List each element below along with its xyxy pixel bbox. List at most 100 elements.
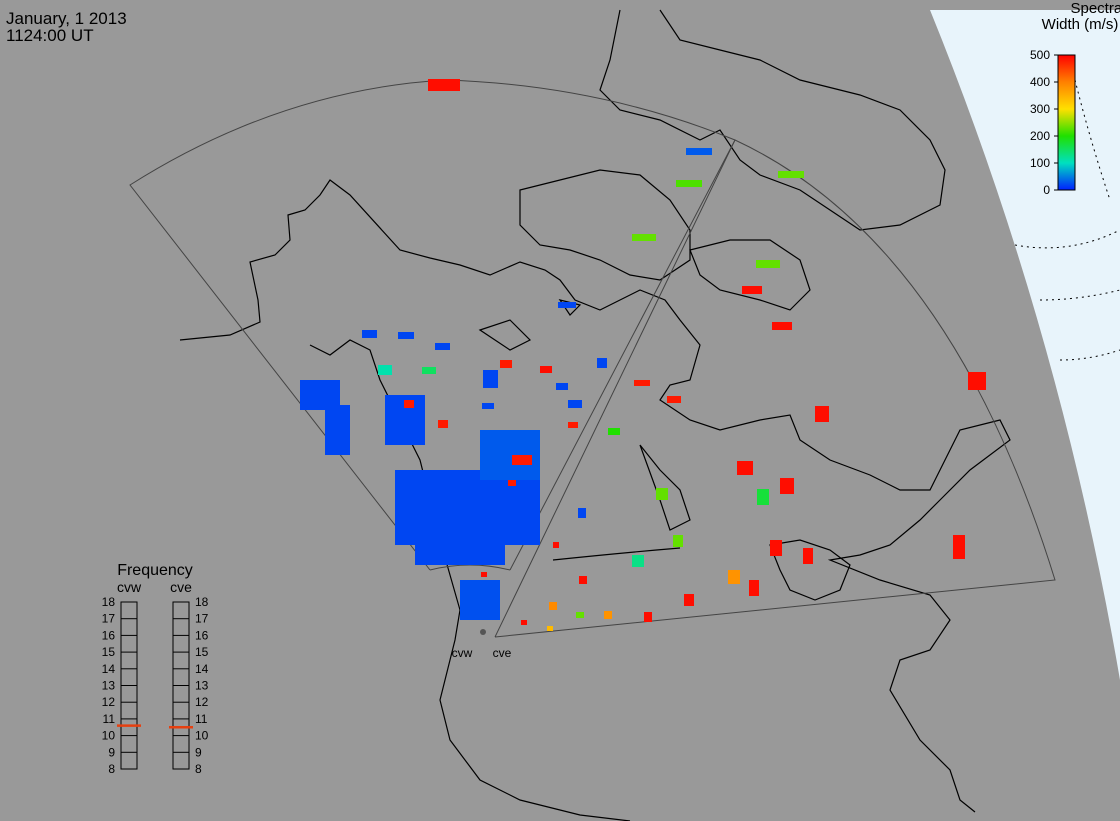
date: January, 1 2013 (6, 9, 127, 28)
frequency-tick-label: 10 (195, 729, 209, 743)
echo-cell (404, 400, 414, 408)
colorbar-tick-label: 200 (1030, 129, 1050, 143)
echo-cell (438, 420, 448, 428)
fov-cve (494, 139, 1056, 638)
echo-cell (780, 478, 794, 494)
colorbar-tick-label: 0 (1043, 183, 1050, 197)
frequency-tick-label: 9 (108, 745, 115, 759)
echo-cell (597, 358, 607, 368)
echo-cell (482, 403, 494, 409)
frequency-tick-label: 14 (102, 662, 116, 676)
echo-cell (549, 602, 557, 610)
echo-cell (749, 580, 759, 596)
frequency-tick-label: 13 (102, 679, 116, 693)
echo-cell (815, 406, 829, 422)
echo-cell (608, 428, 620, 435)
coastline (309, 339, 631, 821)
great-lakes (769, 539, 851, 601)
frequency-tick-label: 14 (195, 662, 209, 676)
greenland (599, 9, 946, 231)
echo-cell (757, 489, 769, 505)
colorbar-tick-label: 100 (1030, 156, 1050, 170)
echo-cell (500, 360, 512, 368)
echo-cell (632, 234, 656, 241)
echo-cell (684, 594, 694, 606)
echo-cell (521, 620, 527, 625)
echo-cell (728, 570, 740, 584)
echo-cell (395, 470, 540, 545)
echo-cell (778, 171, 804, 178)
echoes (300, 79, 986, 631)
frequency-tick-label: 16 (102, 628, 116, 642)
island (689, 239, 811, 311)
frequency-tick-label: 11 (103, 712, 116, 726)
echo-cell (415, 540, 505, 565)
radar-label: cve (493, 646, 512, 660)
radar-label: cvw (452, 646, 473, 660)
colorbar-tick-label: 400 (1030, 75, 1050, 89)
frequency-tick-label: 15 (102, 645, 116, 659)
echo-cell (558, 302, 576, 308)
echo-cell (576, 612, 584, 618)
echo-cell (770, 540, 782, 556)
echo-cell (362, 330, 377, 338)
echo-cell (556, 383, 568, 390)
echo-cell (632, 555, 644, 567)
echo-cell (568, 422, 578, 428)
echo-cell (656, 488, 668, 500)
echo-cell (435, 343, 450, 350)
frequency-tick-label: 10 (102, 729, 116, 743)
echo-cell (398, 332, 414, 339)
frequency-tick-label: 12 (195, 695, 209, 709)
echo-cell (604, 611, 612, 619)
echo-cell (742, 286, 762, 294)
frequency-tick-label: 13 (195, 679, 209, 693)
echo-cell (481, 572, 487, 577)
coastline (179, 179, 1011, 813)
echo-cell (568, 400, 582, 408)
echo-cell (579, 576, 587, 584)
frequency-radar-name: cvw (117, 579, 142, 595)
echo-cell (644, 612, 652, 622)
frequency-tick-label: 8 (108, 762, 115, 776)
echo-cell (540, 366, 552, 373)
frequency-tick-label: 8 (195, 762, 202, 776)
echo-cell (772, 322, 792, 330)
frequency-radar-name: cve (170, 579, 192, 595)
frequency-tick-label: 9 (195, 745, 202, 759)
frequency-tick-label: 15 (195, 645, 209, 659)
radar-site (480, 629, 486, 635)
frequency-tick-label: 18 (102, 595, 116, 609)
colorbar-title: Spectral (1070, 0, 1120, 17)
echo-cell (422, 367, 436, 374)
island (519, 169, 691, 281)
echo-cell (953, 535, 965, 559)
echo-cell (968, 372, 986, 390)
echo-cell (686, 148, 712, 155)
echo-cell (547, 626, 553, 631)
echo-cell (512, 455, 532, 465)
frequency-title: Frequency (117, 562, 193, 579)
border (552, 547, 681, 561)
echo-cell (553, 542, 559, 548)
echo-cell (737, 461, 753, 475)
echo-cell (378, 365, 392, 375)
echo-cell (756, 260, 780, 268)
frequency-tick-label: 11 (195, 712, 208, 726)
echo-cell (428, 79, 460, 91)
echo-cell (325, 405, 350, 455)
echo-cell (634, 380, 650, 386)
frequency-tick-label: 17 (195, 612, 209, 626)
echo-cell (578, 508, 586, 518)
echo-cell (676, 180, 702, 187)
colorbar (1057, 54, 1076, 191)
frequency-tick-label: 16 (195, 628, 209, 642)
time: 1124:00 UT (6, 26, 94, 45)
echo-cell (667, 396, 681, 403)
coastlines (179, 9, 1011, 821)
echo-cell (673, 535, 683, 547)
frequency-tick-label: 17 (102, 612, 116, 626)
echo-cell (508, 480, 516, 486)
echo-cell (803, 548, 813, 564)
